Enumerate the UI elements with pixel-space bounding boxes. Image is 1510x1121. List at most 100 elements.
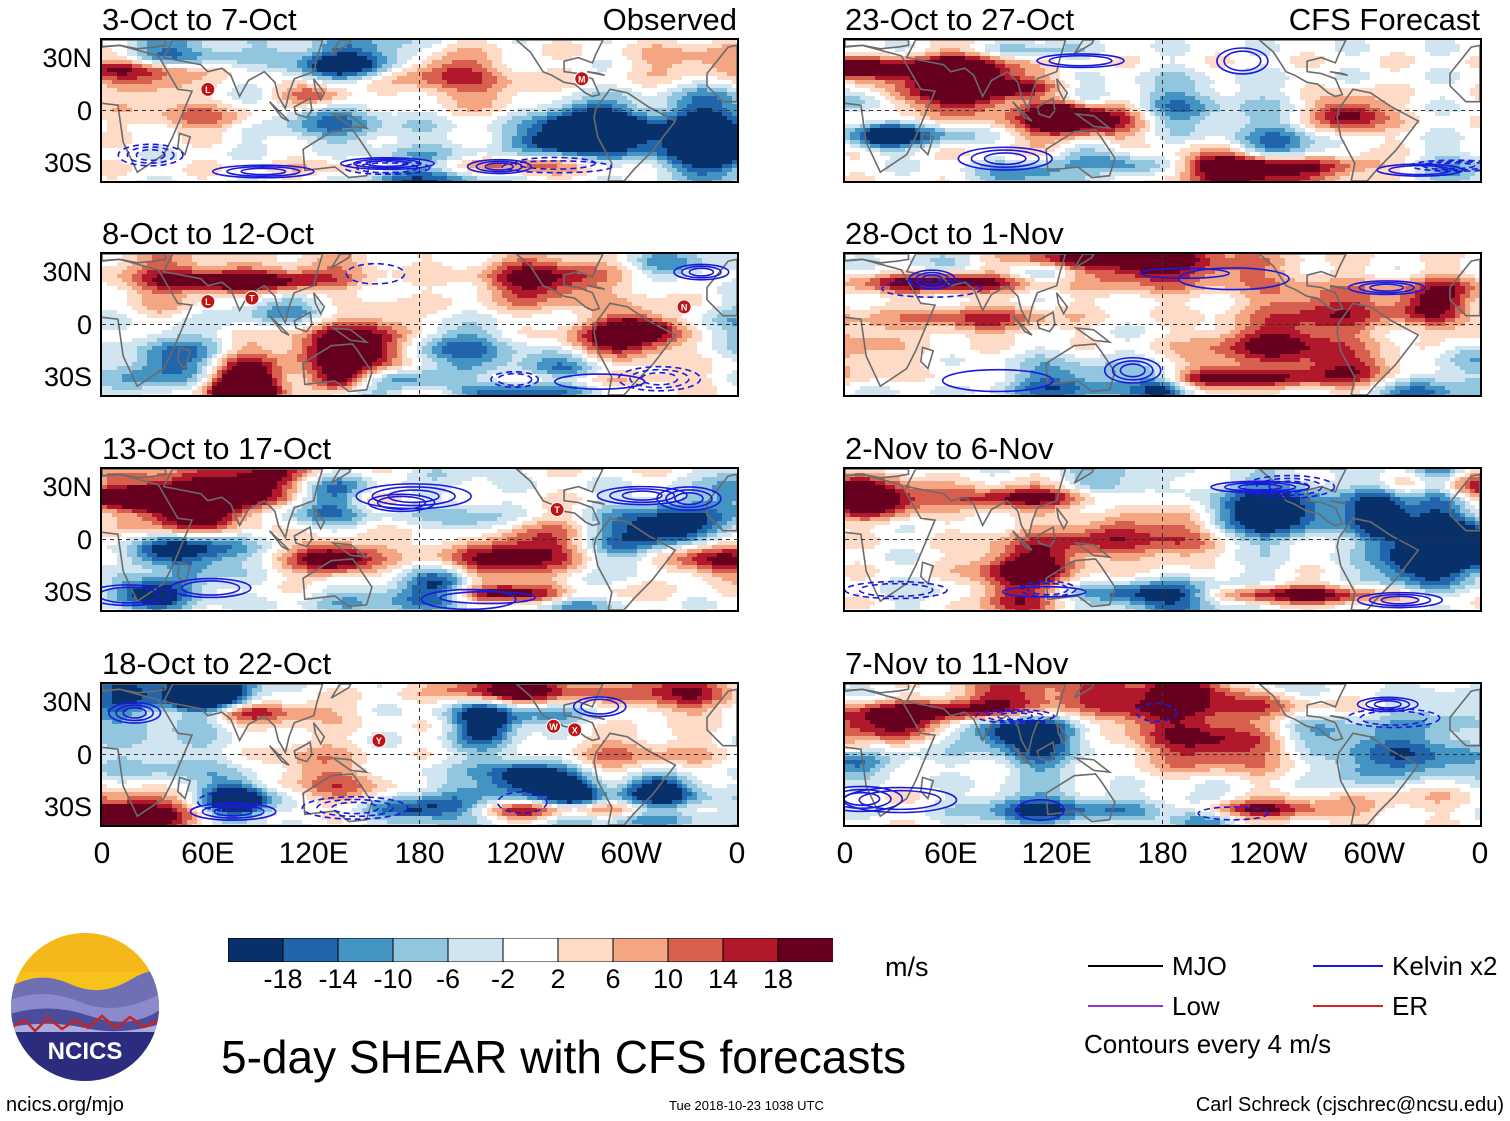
lat-tick-label: 0 xyxy=(22,96,92,126)
lat-tick-label: 30S xyxy=(22,362,92,392)
legend-line-low xyxy=(1088,1005,1163,1007)
main-title: 5-day SHEAR with CFS forecasts xyxy=(221,1032,906,1082)
lon-tick-label: 60W xyxy=(600,837,662,871)
legend-label-mjo: MJO xyxy=(1172,952,1227,980)
lat-tick-label: 30N xyxy=(22,257,92,287)
colorbar-tick: 10 xyxy=(653,964,683,994)
contour-note: Contours every 4 m/s xyxy=(1084,1030,1331,1058)
shear-map xyxy=(845,469,1480,610)
shear-map: L TN xyxy=(102,254,737,395)
storm-label: N xyxy=(681,302,688,312)
map-panel xyxy=(843,38,1482,183)
colorbar-tick: -14 xyxy=(318,964,357,994)
storm-label: W xyxy=(549,722,558,732)
lon-tick-label: 120W xyxy=(486,837,564,871)
lat-tick-label: 30S xyxy=(22,577,92,607)
footer-site-link[interactable]: ncics.org/mjo xyxy=(6,1094,124,1116)
storm-marker-icon: L xyxy=(200,81,216,97)
lon-tick-label: 180 xyxy=(394,837,444,871)
storm-marker-icon: L xyxy=(200,294,216,310)
storm-marker-icon: Y xyxy=(371,732,387,748)
lat-tick-label: 30S xyxy=(22,792,92,822)
shear-map: T xyxy=(102,469,737,610)
units-label: m/s xyxy=(885,952,929,983)
shear-map xyxy=(845,254,1480,395)
lon-tick-label: 0 xyxy=(1472,837,1489,871)
panel-title: 3-Oct to 7-Oct xyxy=(102,3,297,37)
panel-tag: Observed xyxy=(603,3,737,37)
coastlines xyxy=(845,40,1480,181)
shear-field xyxy=(845,469,1480,610)
lon-tick-label: 60E xyxy=(924,837,977,871)
shear-field xyxy=(845,684,1480,825)
lon-tick-label: 120E xyxy=(1022,837,1092,871)
shear-field xyxy=(845,254,1480,395)
colorbar-swatch xyxy=(612,937,669,963)
shear-field xyxy=(845,40,1480,181)
shear-map xyxy=(845,684,1480,825)
panel-title: 2-Nov to 6-Nov xyxy=(845,432,1053,466)
storm-label: L xyxy=(205,297,211,307)
kelvin-contours xyxy=(881,267,1426,393)
lat-tick-label: 0 xyxy=(22,525,92,555)
kelvin-contours xyxy=(845,696,1441,822)
storm-label: T xyxy=(249,294,255,304)
colorbar-swatch xyxy=(667,937,724,963)
coastlines xyxy=(102,684,737,825)
logo-text: NCICS xyxy=(48,1038,123,1065)
colorbar-tick: -18 xyxy=(263,964,302,994)
shear-map: LM xyxy=(102,40,737,181)
colorbar-tick: 2 xyxy=(550,964,565,994)
lat-tick-label: 30N xyxy=(22,472,92,502)
lat-tick-label: 30N xyxy=(22,43,92,73)
colorbar-swatch xyxy=(392,937,449,963)
panel-title: 13-Oct to 17-Oct xyxy=(102,432,331,466)
colorbar-tick: 14 xyxy=(708,964,738,994)
lon-tick-label: 0 xyxy=(837,837,854,871)
ncics-logo: NCICS xyxy=(10,932,160,1082)
storm-marker-icon: T xyxy=(244,290,260,306)
shear-map: Y W X xyxy=(102,684,737,825)
lon-tick-label: 180 xyxy=(1137,837,1187,871)
colorbar-swatches xyxy=(227,937,834,963)
coastlines xyxy=(102,254,737,395)
lat-tick-label: 30S xyxy=(22,148,92,178)
coastlines xyxy=(845,469,1480,610)
storm-label: Y xyxy=(376,736,382,746)
legend-line-er xyxy=(1313,1005,1383,1007)
colorbar-swatch xyxy=(227,937,284,963)
map-panel xyxy=(843,682,1482,827)
colorbar-swatch xyxy=(337,937,394,963)
colorbar-tick: 18 xyxy=(763,964,793,994)
storm-marker-icon: N xyxy=(676,299,692,315)
storm-label: X xyxy=(572,725,578,735)
kelvin-contours xyxy=(108,696,627,821)
lat-tick-label: 0 xyxy=(22,740,92,770)
lat-tick-label: 0 xyxy=(22,310,92,340)
colorbar-swatch xyxy=(502,937,559,963)
storm-marker-icon: T xyxy=(549,502,565,518)
colorbar-tick: -10 xyxy=(373,964,412,994)
lon-tick-label: 60W xyxy=(1343,837,1405,871)
lon-tick-label: 120E xyxy=(279,837,349,871)
panel-title: 7-Nov to 11-Nov xyxy=(845,647,1068,681)
legend-line-kelvin xyxy=(1313,965,1383,967)
storm-label: M xyxy=(578,74,586,84)
kelvin-contours xyxy=(957,47,1480,177)
kelvin-contours xyxy=(117,143,613,179)
map-panel: Y W X xyxy=(100,682,739,827)
kelvin-contours xyxy=(845,474,1444,609)
storm-marker-icon: M xyxy=(574,71,590,87)
colorbar-tick: -6 xyxy=(436,964,460,994)
colorbar-swatch xyxy=(557,937,614,963)
colorbar-swatch xyxy=(722,937,779,963)
panel-title: 23-Oct to 27-Oct xyxy=(845,3,1074,37)
coastlines xyxy=(845,684,1480,825)
colorbar-swatch xyxy=(282,937,339,963)
kelvin-contours xyxy=(102,483,722,610)
shear-map xyxy=(845,40,1480,181)
legend-label-kelvin: Kelvin x2 xyxy=(1392,952,1498,980)
storm-marker-icon: W xyxy=(546,718,562,734)
